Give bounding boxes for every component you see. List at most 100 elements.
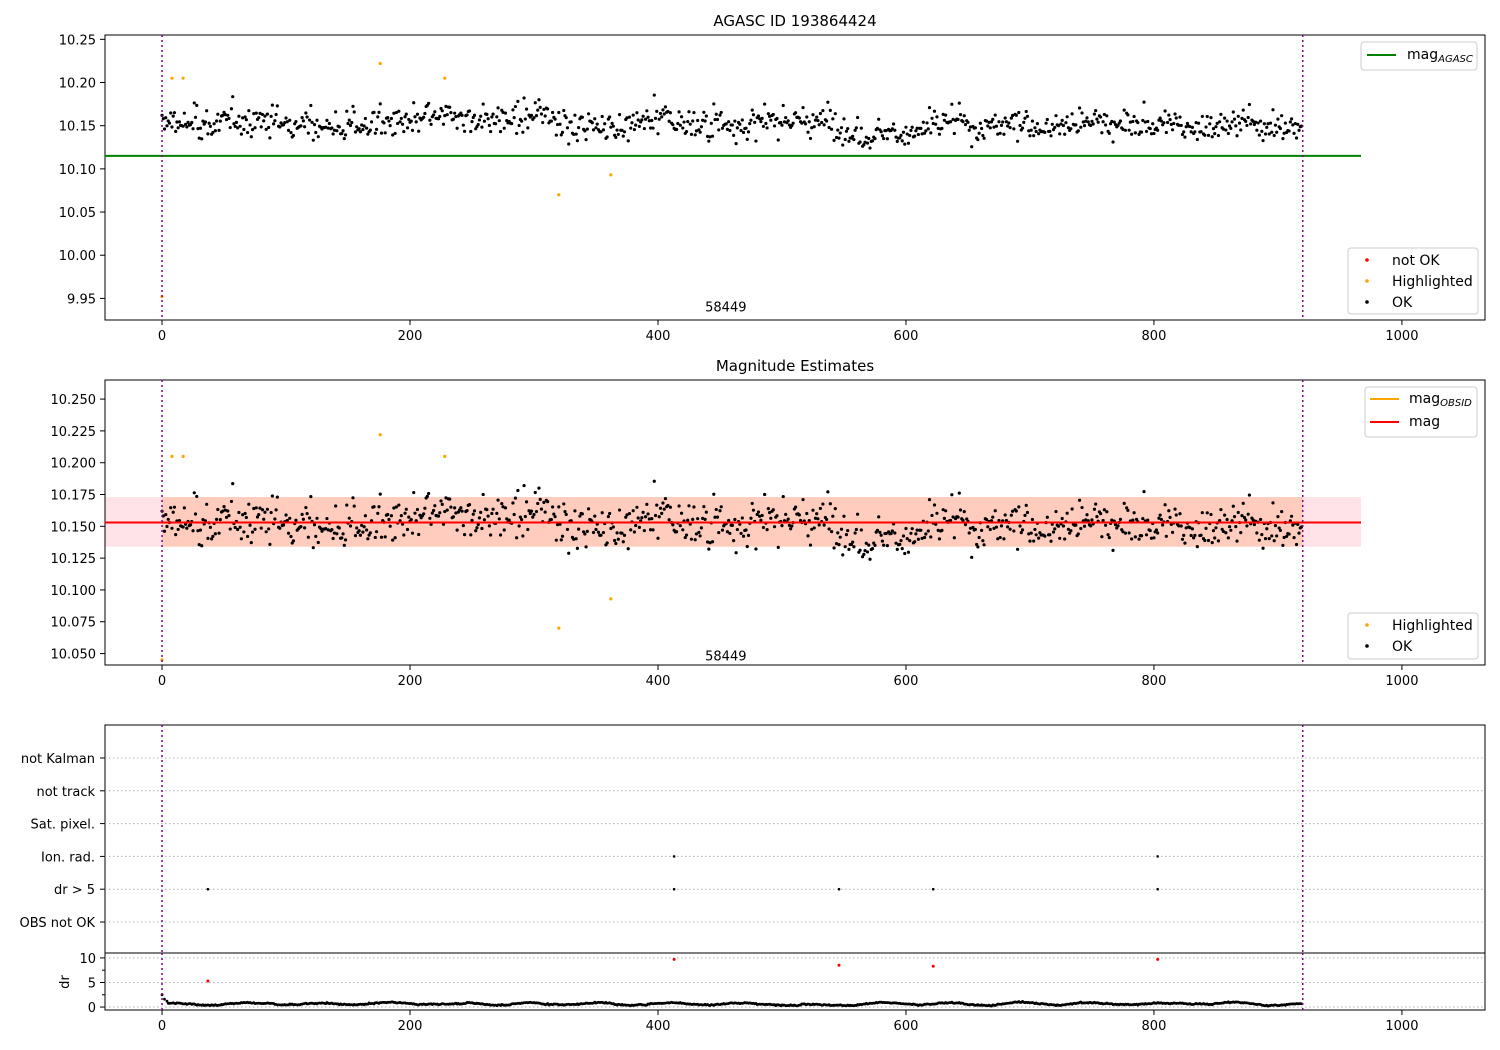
ok-point (692, 505, 696, 509)
ok-point (529, 113, 534, 117)
ok-point (593, 117, 597, 121)
ok-point (402, 533, 406, 537)
ok-point (1139, 534, 1144, 538)
ok-point (482, 119, 487, 123)
ok-point (267, 527, 271, 531)
ok-point (626, 139, 630, 143)
panel-flags-frame (104, 724, 1486, 954)
ok-point (1034, 129, 1038, 134)
ok-point (1091, 122, 1095, 126)
ok-point (679, 511, 684, 515)
ok-point (895, 547, 899, 551)
x-tick-label: 1000 (1385, 674, 1418, 689)
ok-point (358, 533, 363, 537)
ok-point (429, 122, 433, 126)
ok-point (1224, 531, 1228, 535)
ok-point (521, 130, 525, 134)
ok-point (977, 131, 981, 135)
ok-point (346, 121, 350, 126)
ok-point (663, 105, 668, 109)
ok-point (505, 517, 509, 521)
ok-point (1152, 536, 1156, 540)
ok-point (358, 130, 363, 134)
ok-point (1169, 122, 1173, 126)
ok-point (482, 518, 487, 522)
ok-point (465, 113, 469, 117)
ok-point (334, 110, 338, 114)
ok-point (1165, 120, 1170, 125)
legend-label: not OK (1392, 253, 1440, 269)
ok-point (942, 118, 947, 122)
ok-point (601, 530, 606, 535)
y-tick-label: 10.200 (51, 457, 97, 472)
ok-point (269, 510, 273, 515)
ok-point (914, 129, 918, 133)
ok-point (501, 110, 505, 114)
ok-point (288, 118, 292, 122)
ok-point (1213, 536, 1217, 540)
ok-point (1179, 123, 1183, 128)
ok-point (201, 119, 205, 123)
ok-point (833, 112, 837, 116)
ok-point (1065, 115, 1069, 119)
ok-point (211, 130, 215, 135)
ok-point (1009, 513, 1013, 517)
ok-point (386, 116, 390, 120)
ok-point (393, 131, 397, 136)
ok-point (348, 123, 353, 128)
ok-point (794, 505, 798, 509)
ok-point (1069, 127, 1073, 131)
ok-point (909, 531, 913, 535)
ok-point (965, 517, 969, 521)
ok-point (677, 504, 681, 508)
ok-point (815, 512, 819, 516)
ok-point (745, 137, 749, 141)
ok-point (998, 131, 1002, 135)
ok-point (485, 112, 489, 116)
ok-point (242, 127, 246, 132)
ok-point (486, 117, 490, 121)
ok-point (294, 518, 298, 522)
ok-point (926, 127, 930, 131)
ok-point (471, 512, 475, 516)
ok-point (361, 128, 365, 132)
ok-point (718, 509, 722, 513)
ok-point (645, 109, 649, 113)
ok-point (801, 105, 805, 110)
ok-point (900, 547, 904, 551)
ok-point (1118, 517, 1123, 522)
ok-point (529, 509, 534, 513)
ok-point (565, 527, 570, 532)
ok-point (968, 125, 973, 129)
x-tick-label: 0 (158, 1019, 166, 1034)
ok-point (475, 526, 479, 530)
ok-point (831, 117, 835, 121)
ok-point (176, 527, 180, 532)
ok-point (307, 118, 312, 122)
ok-point (309, 103, 313, 108)
ok-point (461, 123, 465, 127)
ok-point (237, 114, 241, 118)
ok-point (704, 510, 708, 514)
ok-point (686, 518, 690, 522)
ok-point (502, 528, 506, 532)
ok-point (992, 526, 996, 531)
ok-point (894, 541, 898, 545)
ok-point (732, 539, 736, 543)
ok-point (1205, 511, 1209, 515)
ok-point (622, 130, 627, 134)
ok-point (555, 523, 560, 527)
ok-point (314, 130, 318, 135)
ok-point (620, 128, 624, 132)
ok-point (1156, 531, 1160, 535)
ok-point (1211, 126, 1216, 131)
ok-point (562, 502, 566, 506)
ok-point (1133, 131, 1137, 135)
ok-point (1001, 120, 1005, 124)
ok-point (366, 132, 370, 136)
ok-point (1241, 108, 1245, 112)
ok-point (816, 517, 820, 521)
ok-point (929, 131, 933, 135)
ok-point (662, 112, 666, 116)
ok-point (217, 128, 221, 132)
